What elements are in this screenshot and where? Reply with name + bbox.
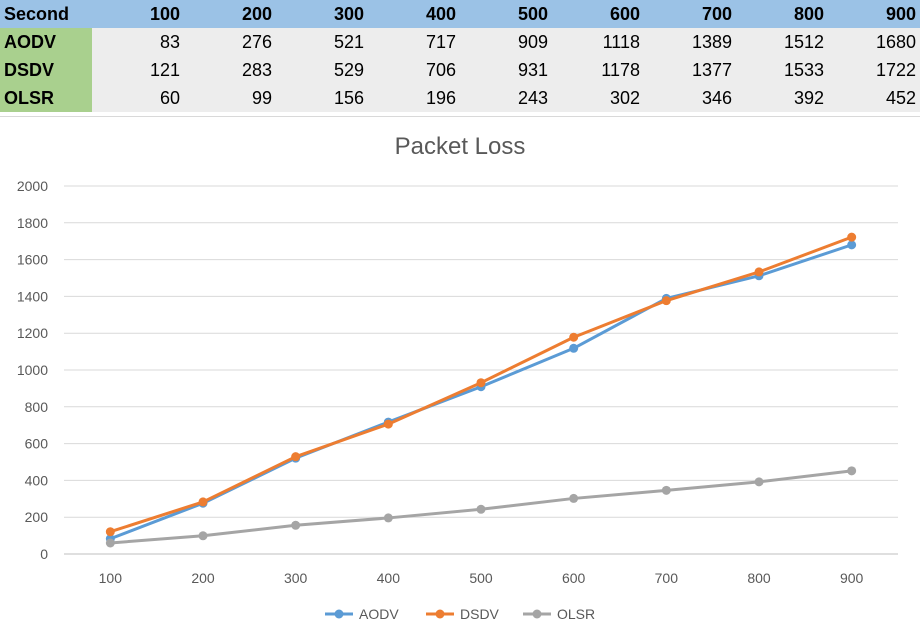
x-tick-label: 700 xyxy=(655,570,679,586)
header-cell: 700 xyxy=(644,0,736,28)
table-cell: 1118 xyxy=(552,28,644,56)
x-tick-label: 400 xyxy=(377,570,401,586)
header-cell-label: Second xyxy=(0,0,92,28)
header-cell: 500 xyxy=(460,0,552,28)
table-cell: 83 xyxy=(92,28,184,56)
data-point-olsr xyxy=(661,485,671,495)
table-row: OLSR 60 99 156 196 243 302 346 392 452 xyxy=(0,84,920,112)
table-row: AODV 83 276 521 717 909 1118 1389 1512 1680 xyxy=(0,28,920,56)
table-cell: 121 xyxy=(92,56,184,84)
table-cell: 196 xyxy=(368,84,460,112)
table-cell: 243 xyxy=(460,84,552,112)
legend-marker xyxy=(334,609,344,619)
y-tick-label: 1400 xyxy=(17,288,48,304)
data-point-dsdv xyxy=(661,296,671,306)
y-tick-label: 600 xyxy=(25,436,49,452)
data-point-olsr xyxy=(476,504,486,514)
table-cell: 346 xyxy=(644,84,736,112)
table-cell: 392 xyxy=(736,84,828,112)
header-cell: 100 xyxy=(92,0,184,28)
data-point-olsr xyxy=(383,513,393,523)
header-cell: 400 xyxy=(368,0,460,28)
data-point-olsr xyxy=(198,531,208,541)
data-table: Second 100 200 300 400 500 600 700 800 900 AODV 83 2… xyxy=(0,0,920,112)
table-cell: 521 xyxy=(276,28,368,56)
table-cell: 931 xyxy=(460,56,552,84)
table-cell: 156 xyxy=(276,84,368,112)
table-cell: 1533 xyxy=(736,56,828,84)
header-cell: 300 xyxy=(276,0,368,28)
data-point-dsdv xyxy=(476,378,486,388)
table-cell: 1512 xyxy=(736,28,828,56)
y-tick-label: 200 xyxy=(25,509,49,525)
data-point-aodv xyxy=(569,343,579,353)
data-point-dsdv xyxy=(383,419,393,429)
legend-marker xyxy=(532,609,542,619)
y-tick-label: 800 xyxy=(25,399,49,415)
data-point-olsr xyxy=(569,493,579,503)
legend-marker xyxy=(435,609,445,619)
table-cell: 529 xyxy=(276,56,368,84)
table-cell: 276 xyxy=(184,28,276,56)
table-cell: 909 xyxy=(460,28,552,56)
table-cell: 1389 xyxy=(644,28,736,56)
table-cell: 1722 xyxy=(828,56,920,84)
line-chart: Packet Loss 0 200 400 600 800 1000 1200 1400 1600… xyxy=(17,133,898,622)
table-cell: 717 xyxy=(368,28,460,56)
y-tick-label: 1000 xyxy=(17,362,48,378)
y-tick-label: 1600 xyxy=(17,252,48,268)
data-point-olsr xyxy=(847,466,857,476)
chart-title: Packet Loss xyxy=(395,133,526,160)
table-cell: 283 xyxy=(184,56,276,84)
header-cell: 900 xyxy=(828,0,920,28)
row-label: AODV xyxy=(0,28,92,56)
table-cell: 1178 xyxy=(552,56,644,84)
y-tick-label: 2000 xyxy=(17,178,48,194)
legend-label: AODV xyxy=(359,606,399,622)
row-label: DSDV xyxy=(0,56,92,84)
y-tick-label: 1800 xyxy=(17,215,48,231)
header-cell: 800 xyxy=(736,0,828,28)
data-point-olsr xyxy=(105,538,115,548)
data-point-dsdv xyxy=(569,332,579,342)
table-cell: 1377 xyxy=(644,56,736,84)
row-label: OLSR xyxy=(0,84,92,112)
y-tick-label: 0 xyxy=(40,546,48,562)
x-tick-label: 800 xyxy=(747,570,771,586)
data-point-dsdv xyxy=(754,267,764,277)
table-header-row: Second 100 200 300 400 500 600 700 800 900 xyxy=(0,0,920,28)
table-cell: 706 xyxy=(368,56,460,84)
y-tick-label: 1200 xyxy=(17,325,48,341)
data-point-dsdv xyxy=(198,497,208,507)
table-cell: 60 xyxy=(92,84,184,112)
data-point-dsdv xyxy=(847,232,857,242)
table-cell: 302 xyxy=(552,84,644,112)
x-tick-label: 300 xyxy=(284,570,308,586)
table-cell: 99 xyxy=(184,84,276,112)
table-cell: 452 xyxy=(828,84,920,112)
series-line-aodv xyxy=(109,243,853,541)
x-tick-label: 500 xyxy=(469,570,493,586)
data-point-dsdv xyxy=(105,527,115,537)
data-point-olsr xyxy=(754,477,764,487)
x-tick-label: 900 xyxy=(840,570,864,586)
table-cell: 1680 xyxy=(828,28,920,56)
x-tick-label: 200 xyxy=(191,570,215,586)
data-point-dsdv xyxy=(291,452,301,462)
y-tick-label: 400 xyxy=(25,472,49,488)
chart-area: Packet Loss 0 200 400 600 800 1000 1200 1400 1600… xyxy=(0,116,920,643)
data-point-olsr xyxy=(291,520,301,530)
x-tick-label: 600 xyxy=(562,570,586,586)
legend-label: DSDV xyxy=(460,606,500,622)
header-cell: 600 xyxy=(552,0,644,28)
header-cell: 200 xyxy=(184,0,276,28)
legend-label: OLSR xyxy=(557,606,595,622)
table-row: DSDV 121 283 529 706 931 1178 1377 1533 1722 xyxy=(0,56,920,84)
x-tick-label: 100 xyxy=(99,570,123,586)
data-point-aodv xyxy=(847,240,857,250)
